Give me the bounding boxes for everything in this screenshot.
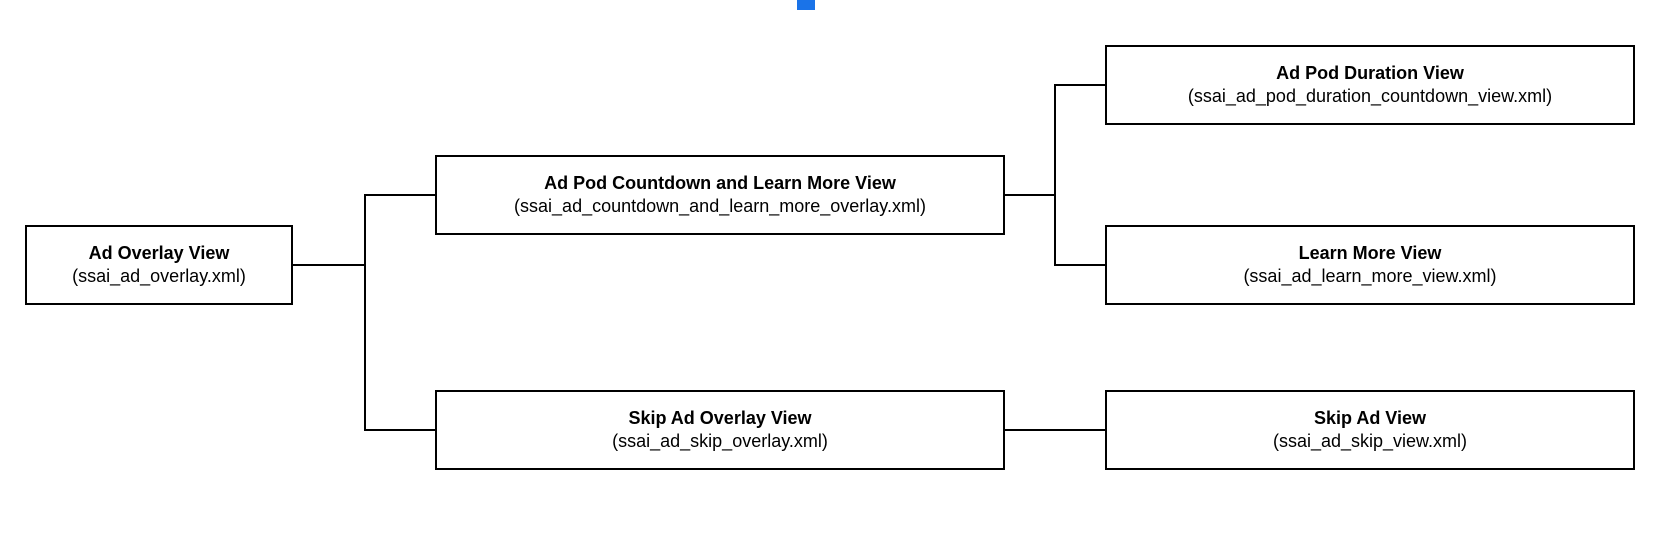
node-title: Ad Pod Countdown and Learn More View (544, 172, 896, 195)
node-file: (ssai_ad_skip_overlay.xml) (612, 430, 828, 453)
node-title: Ad Overlay View (89, 242, 230, 265)
connector (293, 265, 435, 430)
node-file: (ssai_ad_countdown_and_learn_more_overla… (514, 195, 926, 218)
node-title: Learn More View (1299, 242, 1442, 265)
node-title: Skip Ad Overlay View (628, 407, 811, 430)
node-file: (ssai_ad_overlay.xml) (72, 265, 246, 288)
connector (1005, 85, 1105, 195)
node-root: Ad Overlay View(ssai_ad_overlay.xml) (25, 225, 293, 305)
node-skip_view: Skip Ad View(ssai_ad_skip_view.xml) (1105, 390, 1635, 470)
node-title: Ad Pod Duration View (1276, 62, 1464, 85)
node-skip_overlay: Skip Ad Overlay View(ssai_ad_skip_overla… (435, 390, 1005, 470)
connector (293, 195, 435, 265)
node-pod_duration: Ad Pod Duration View(ssai_ad_pod_duratio… (1105, 45, 1635, 125)
node-file: (ssai_ad_pod_duration_countdown_view.xml… (1188, 85, 1552, 108)
node-file: (ssai_ad_skip_view.xml) (1273, 430, 1467, 453)
node-title: Skip Ad View (1314, 407, 1426, 430)
node-countdown: Ad Pod Countdown and Learn More View(ssa… (435, 155, 1005, 235)
top-accent-mark (797, 0, 815, 10)
node-file: (ssai_ad_learn_more_view.xml) (1243, 265, 1496, 288)
node-learn_more: Learn More View(ssai_ad_learn_more_view.… (1105, 225, 1635, 305)
connector (1005, 195, 1105, 265)
